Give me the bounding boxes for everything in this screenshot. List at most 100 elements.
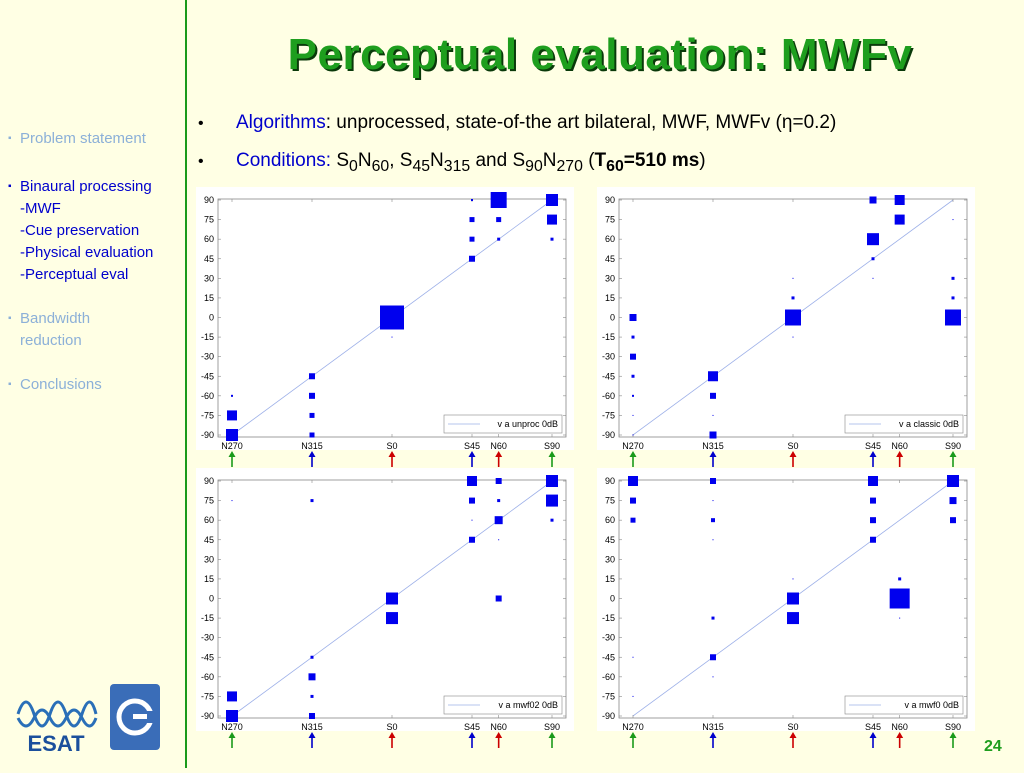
arrowhead-icon	[629, 451, 637, 457]
y-tick-label: -45	[201, 652, 214, 662]
arrowhead-icon	[495, 451, 503, 457]
bullet-algorithms: • Algorithms: unprocessed, state-of-the a…	[198, 112, 837, 133]
arrowhead-icon	[468, 451, 476, 457]
arrowhead-icon	[709, 732, 717, 738]
arrowhead-icon	[789, 732, 797, 738]
data-point-marker	[872, 277, 874, 279]
y-tick-label: -15	[602, 332, 615, 342]
x-tick-label: S45	[464, 441, 480, 450]
arrowhead-icon	[709, 451, 717, 457]
arrowhead-icon	[869, 732, 877, 738]
data-point-marker	[951, 296, 955, 300]
data-point-marker	[951, 276, 955, 280]
y-tick-label: 75	[204, 496, 214, 506]
y-tick-label: -90	[201, 711, 214, 721]
y-tick-label: -90	[602, 430, 615, 440]
y-tick-label: -60	[602, 391, 615, 401]
data-point-marker	[870, 536, 876, 543]
y-tick-label: 90	[605, 195, 615, 205]
sidebar-item-mwf[interactable]: -MWF	[20, 200, 61, 217]
sidebar-item-problem-statement[interactable]: ▪ Problem statement	[8, 128, 186, 150]
data-point-marker	[471, 519, 473, 521]
data-point-marker	[497, 499, 501, 503]
data-point-marker	[629, 314, 637, 321]
data-point-marker	[546, 475, 558, 487]
data-point-marker	[309, 412, 315, 418]
y-tick-label: 45	[204, 254, 214, 264]
data-point-marker	[711, 616, 715, 620]
page-number: 24	[984, 738, 1002, 755]
arrowhead-icon	[896, 451, 904, 457]
bullet-dot-icon: •	[198, 115, 204, 132]
data-point-marker	[630, 497, 636, 504]
data-point-marker	[894, 214, 905, 225]
arrowhead-icon	[896, 732, 904, 738]
data-point-marker	[711, 518, 715, 523]
legend-box	[844, 414, 964, 434]
bullet-icon: ▪	[8, 379, 12, 391]
data-point-marker	[787, 612, 799, 625]
scatter-plot-unproc: 90 75 60 45 30 15 0 -15 -30 -45 -60 -75 -90 N270 N315 S…	[196, 187, 574, 450]
y-tick-label: -45	[602, 652, 615, 662]
y-tick-label: 60	[204, 234, 214, 244]
data-point-marker	[632, 695, 634, 697]
sidebar-item-perceptual-eval[interactable]: -Perceptual eval	[20, 266, 129, 283]
arrowhead-icon	[629, 732, 637, 738]
data-point-marker	[226, 710, 238, 722]
y-tick-label: 30	[204, 554, 214, 564]
arrowhead-icon	[789, 451, 797, 457]
scatter-plot-mwf0: 90 75 60 45 30 15 0 -15 -30 -45 -60 -75 -90 N270 N315 S…	[597, 468, 975, 731]
data-point-marker	[945, 309, 961, 326]
data-point-marker	[710, 654, 716, 661]
data-point-marker	[380, 305, 404, 330]
arrowhead-icon	[228, 451, 236, 457]
data-point-marker	[712, 676, 714, 678]
data-point-marker	[889, 588, 910, 609]
sidebar-item-conclusions[interactable]: ▪ Conclusions	[8, 374, 186, 396]
data-point-marker	[546, 494, 558, 507]
sidebar-divider	[185, 0, 187, 768]
legend-box	[443, 414, 563, 434]
data-point-marker	[550, 518, 554, 522]
scatter-plot-svg: 90 75 60 45 30 15 0 -15 -30 -45 -60 -75 -90 N270 N315 S…	[602, 195, 968, 450]
data-point-marker	[632, 434, 634, 436]
arrows-svg	[629, 451, 957, 467]
arrow-row-bottom-left	[196, 731, 574, 768]
y-tick-label: -90	[201, 430, 214, 440]
bullet-icon: ▪	[8, 313, 12, 325]
data-point-marker	[310, 499, 314, 503]
x-tick-label: N315	[301, 722, 323, 731]
arrowhead-icon	[495, 732, 503, 738]
x-tick-label: S0	[787, 441, 798, 450]
sidebar-item-bandwidth[interactable]: ▪ Bandwidth	[8, 308, 186, 330]
y-tick-label: 90	[204, 195, 214, 205]
arrowhead-icon	[388, 451, 396, 457]
data-point-marker	[792, 578, 794, 580]
data-point-marker	[631, 335, 635, 339]
y-tick-label: -90	[602, 711, 615, 721]
y-tick-label: 30	[605, 273, 615, 283]
data-point-marker	[791, 296, 795, 300]
data-point-marker	[309, 392, 315, 399]
y-tick-label: 30	[605, 554, 615, 564]
data-point-marker	[227, 410, 237, 421]
sidebar-item-physical-evaluation[interactable]: -Physical evaluation	[20, 244, 154, 261]
arrowhead-icon	[548, 451, 556, 457]
x-tick-label: S45	[865, 441, 881, 450]
y-tick-label: 90	[204, 476, 214, 486]
sidebar-item-cue-preservation[interactable]: -Cue preservation	[20, 222, 140, 239]
y-tick-label: 75	[605, 215, 615, 225]
sidebar-item-binaural-processing[interactable]: ▪ Binaural processing	[8, 176, 186, 198]
sidebar-item-reduction[interactable]: reduction	[20, 332, 82, 349]
data-point-marker	[631, 374, 635, 378]
y-tick-label: -75	[201, 691, 214, 701]
x-tick-label: N315	[301, 441, 323, 450]
data-point-marker	[547, 214, 557, 225]
legend-box	[443, 695, 563, 715]
data-point-marker	[495, 478, 502, 484]
data-point-marker	[710, 478, 716, 484]
y-tick-label: 0	[610, 313, 615, 323]
y-tick-label: -15	[602, 613, 615, 623]
scatter-plot-mwf02: 90 75 60 45 30 15 0 -15 -30 -45 -60 -75 -90 N270 N315 S…	[196, 468, 574, 731]
x-tick-label: S90	[945, 441, 961, 450]
